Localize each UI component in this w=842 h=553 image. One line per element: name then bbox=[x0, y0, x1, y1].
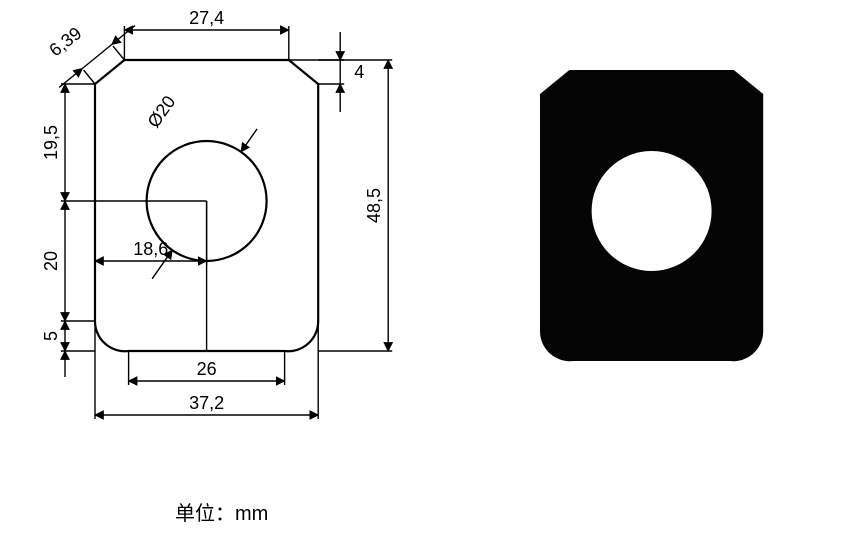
dim-left-mid: 20 bbox=[41, 251, 61, 271]
ext-line bbox=[113, 46, 124, 60]
dim-chamfer-v: 4 bbox=[354, 62, 364, 82]
silhouette-hole bbox=[592, 151, 712, 271]
units-label: 单位：mm bbox=[175, 502, 268, 525]
dim-hole-x: 18,6 bbox=[133, 239, 168, 259]
dim-left-bottom: 5 bbox=[41, 331, 61, 341]
dim-chamfer-line bbox=[82, 45, 111, 69]
ext-line bbox=[84, 70, 95, 84]
silhouette bbox=[540, 70, 763, 361]
dim-hole-dia: Ø20 bbox=[143, 92, 179, 131]
dim-chamfer-a1 bbox=[112, 26, 135, 45]
dim-width: 37,2 bbox=[189, 393, 224, 413]
dim-left-upper: 19,5 bbox=[41, 125, 61, 160]
dim-bottom-flat: 26 bbox=[197, 359, 217, 379]
dia-leader-1 bbox=[241, 129, 257, 152]
dim-top: 27,4 bbox=[189, 8, 224, 28]
dim-chamfer: 6,39 bbox=[45, 23, 85, 60]
dim-height: 48,5 bbox=[364, 188, 384, 223]
